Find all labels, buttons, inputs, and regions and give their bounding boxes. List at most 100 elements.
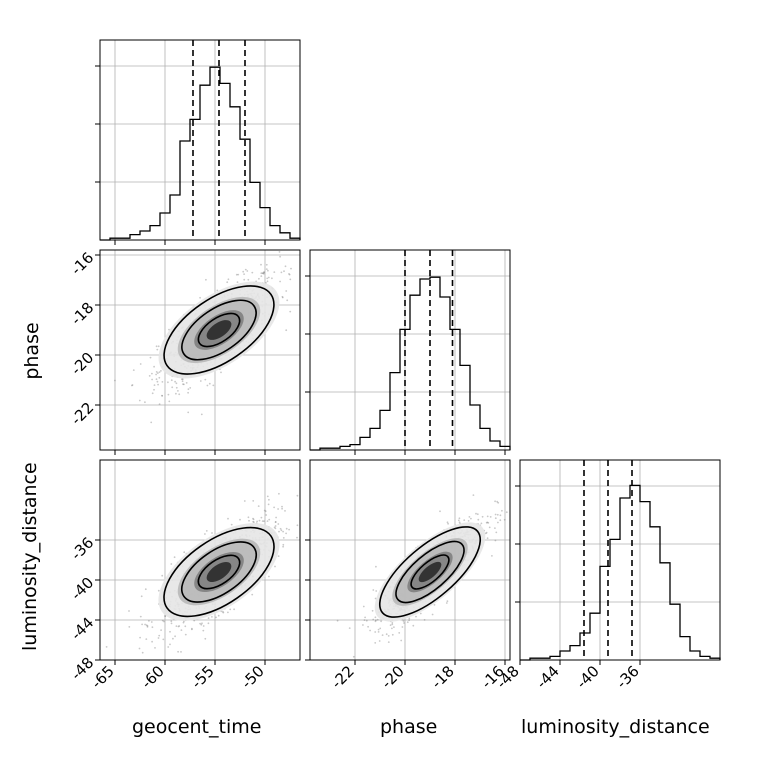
sample-point [496, 500, 499, 503]
sample-point [263, 520, 265, 522]
sample-point [289, 310, 292, 313]
sample-point [446, 521, 449, 524]
y-tick-label: -44 [67, 614, 97, 644]
sample-point [151, 392, 154, 395]
sample-point [138, 647, 141, 650]
sample-point [262, 272, 264, 275]
sample-point [132, 369, 135, 371]
sample-point [247, 278, 250, 281]
sample-point [144, 401, 146, 404]
sample-point [260, 263, 262, 266]
sample-point [281, 295, 284, 298]
sample-point [181, 378, 183, 381]
sample-point [285, 290, 288, 292]
sample-point [177, 390, 179, 392]
sample-point [486, 537, 489, 540]
sample-point [488, 526, 491, 529]
sample-point [265, 514, 268, 516]
sample-point [369, 629, 371, 632]
sample-point [175, 382, 178, 385]
sample-point [391, 622, 394, 624]
sample-point [155, 345, 158, 348]
sample-point [158, 634, 161, 637]
sample-point [266, 280, 269, 283]
sample-point [175, 625, 178, 627]
sample-point [208, 382, 211, 385]
sample-point [472, 494, 475, 496]
sample-point [161, 574, 164, 577]
sample-point [163, 620, 165, 623]
sample-point [239, 518, 241, 521]
sample-point [458, 517, 461, 520]
sample-point [372, 618, 375, 621]
sample-point [280, 529, 283, 532]
sample-point [175, 392, 177, 395]
sample-point [445, 602, 448, 604]
sample-point [158, 403, 161, 405]
sample-point [494, 517, 497, 520]
sample-point [181, 378, 184, 381]
sample-point [376, 618, 379, 621]
sample-point [403, 622, 405, 624]
sample-point [246, 270, 249, 272]
sample-point [157, 589, 160, 592]
sample-point [150, 421, 153, 424]
sample-point [260, 272, 263, 275]
contour-line [197, 554, 241, 590]
xlabel-geocent-time: geocent_time [132, 716, 262, 738]
sample-point [201, 622, 203, 625]
sample-point [486, 521, 489, 524]
sample-point [182, 621, 185, 624]
sample-point [267, 503, 270, 506]
sample-point [157, 637, 160, 639]
sample-point [485, 531, 488, 534]
sample-point [199, 380, 202, 382]
sample-point [268, 575, 270, 578]
y-tick-label: -40 [67, 574, 97, 604]
sample-point [141, 651, 144, 654]
y-tick-label: -18 [67, 299, 97, 329]
sample-point [288, 273, 290, 275]
sample-point [233, 608, 236, 611]
sample-point [170, 620, 173, 623]
sample-point [114, 379, 116, 382]
sample-point [419, 612, 422, 615]
sample-point [375, 565, 377, 568]
sample-point [157, 345, 160, 348]
x-tick-label: -18 [428, 662, 458, 692]
panel-frame [309, 249, 511, 451]
sample-point [497, 521, 499, 524]
sample-point [385, 633, 388, 636]
sample-point [248, 519, 250, 522]
sample-point [146, 626, 149, 628]
sample-point [169, 643, 171, 646]
x-tick-label: -22 [328, 662, 358, 692]
x-tick-label: -50 [238, 662, 268, 692]
sample-point [170, 379, 173, 382]
sample-point [262, 272, 265, 275]
sample-point [278, 530, 280, 533]
density-fill [206, 562, 232, 582]
sample-point [183, 383, 185, 386]
sample-point [182, 383, 184, 386]
sample-point [144, 588, 147, 591]
sample-point [244, 268, 247, 271]
sample-point [253, 521, 255, 523]
xlabel-luminosity-distance: luminosity_distance [521, 716, 710, 738]
sample-point [267, 276, 270, 279]
sample-point [151, 626, 154, 629]
y-tick-label: -16 [67, 249, 97, 279]
sample-point [377, 631, 380, 633]
sample-point [230, 523, 233, 526]
sample-point [377, 628, 380, 631]
sample-point [277, 523, 280, 525]
sample-point [408, 617, 411, 620]
sample-point [401, 626, 404, 628]
sample-point [264, 510, 267, 513]
sample-point [393, 626, 395, 628]
x-tick-label: -55 [188, 662, 218, 692]
sample-point [161, 394, 163, 397]
sample-point [158, 376, 161, 379]
sample-point [289, 278, 292, 281]
